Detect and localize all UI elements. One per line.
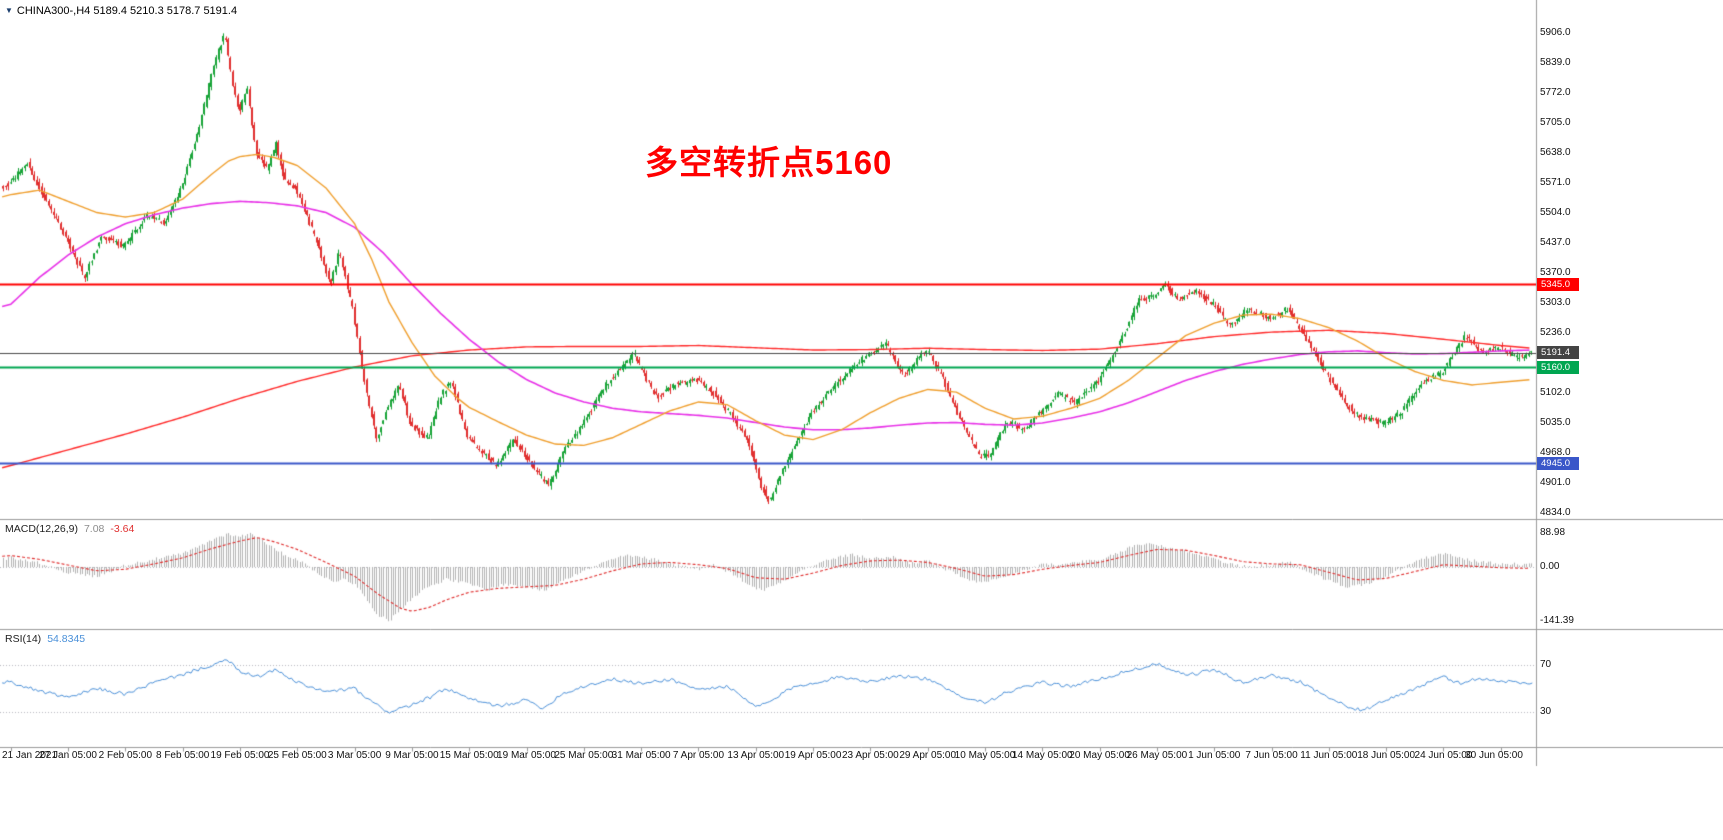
rsi-indicator-label: RSI(14) 54.8345 xyxy=(5,633,85,645)
macd-axis-label: 88.98 xyxy=(1540,527,1566,538)
time-axis-label: 18 Jun 05:00 xyxy=(1357,750,1416,761)
time-axis-label: 7 Jun 05:00 xyxy=(1245,750,1298,761)
price-axis-label: 5638.0 xyxy=(1540,147,1571,158)
macd-signal-value: -3.64 xyxy=(110,523,135,535)
macd-main-value: 7.08 xyxy=(83,523,105,535)
rsi-axis-label: 70 xyxy=(1540,659,1552,671)
hline-badge: 5345.0 xyxy=(1537,277,1579,291)
time-axis-label: 2 Feb 05:00 xyxy=(98,750,153,761)
time-axis-label: 26 May 05:00 xyxy=(1126,750,1188,761)
time-axis-label: 23 Apr 05:00 xyxy=(842,750,899,761)
rsi-name: RSI(14) xyxy=(5,633,42,645)
price-axis-label: 5906.0 xyxy=(1540,27,1571,38)
price-axis-label: 5370.0 xyxy=(1540,267,1571,278)
price-axis-label: 5705.0 xyxy=(1540,117,1571,128)
time-axis-label: 10 May 05:00 xyxy=(954,750,1016,761)
time-axis-label: 9 Mar 05:00 xyxy=(385,750,439,761)
price-axis-label: 5839.0 xyxy=(1540,57,1571,68)
time-axis-label: 11 Jun 05:00 xyxy=(1300,750,1358,761)
price-axis-label: 4834.0 xyxy=(1540,507,1571,518)
time-axis-label: 13 Apr 05:00 xyxy=(727,750,785,761)
rsi-axis-label: 30 xyxy=(1540,705,1552,717)
time-axis-label: 20 May 05:00 xyxy=(1069,750,1130,761)
price-axis-label: 5035.0 xyxy=(1540,417,1571,428)
time-axis-label: 29 Apr 05:00 xyxy=(899,750,957,761)
time-axis-label: 24 Jun 05:00 xyxy=(1414,750,1473,761)
annotation-text: 多空转折点5160 xyxy=(645,144,893,181)
time-axis-label: 31 Mar 05:00 xyxy=(611,750,671,761)
price-axis-label: 5504.0 xyxy=(1540,207,1571,218)
price-scale[interactable]: 5906.0 5839.0 5772.0 5705.0 5638.0 5571.0 5504… xyxy=(1537,0,1723,766)
price-axis-label: 5102.0 xyxy=(1540,387,1571,398)
symbol-marker-icon: ▼ xyxy=(5,6,13,15)
time-axis-label: 25 Mar 05:00 xyxy=(554,750,614,761)
price-axis-label: 5571.0 xyxy=(1540,177,1571,188)
macd-name: MACD(12,26,9) xyxy=(5,523,78,535)
macd-axis-label: 0.00 xyxy=(1540,560,1560,572)
price-axis-label: 5303.0 xyxy=(1540,297,1571,308)
time-axis-label: 19 Mar 05:00 xyxy=(497,750,556,761)
time-axis[interactable]: 21 Jan 2021 27 Jan 05:00 2 Feb 05:00 8 Feb … xyxy=(0,748,1536,764)
time-axis-label: 25 Feb 05:00 xyxy=(267,750,327,761)
time-axis-label: 30 Jun 05:00 xyxy=(1465,750,1523,761)
time-axis-label: 27 Jan 05:00 xyxy=(39,750,97,761)
price-axis-label: 5236.0 xyxy=(1540,327,1571,338)
time-axis-label: 19 Apr 05:00 xyxy=(784,750,842,761)
macd-axis-label: -141.39 xyxy=(1540,615,1574,626)
time-axis-label: 3 Mar 05:00 xyxy=(327,750,382,761)
time-axis-label: 8 Feb 05:00 xyxy=(155,750,210,761)
time-axis-label: 19 Feb 05:00 xyxy=(210,750,270,761)
time-axis-label: 7 Apr 05:00 xyxy=(672,750,725,761)
time-axis-label: 1 Jun 05:00 xyxy=(1188,750,1241,761)
time-axis-label: 15 Mar 05:00 xyxy=(439,750,499,761)
symbol-info: ▼ CHINA300-,H4 5189.4 5210.3 5178.7 5191… xyxy=(5,5,237,17)
macd-indicator-label: MACD(12,26,9) 7.08 -3.64 xyxy=(5,523,134,535)
time-axis-label: 21 Jan 2021 xyxy=(2,750,58,761)
price-axis-label: 4901.0 xyxy=(1540,477,1571,488)
hline-badge: 4945.0 xyxy=(1537,456,1579,470)
price-axis-label: 4968.0 xyxy=(1540,447,1571,458)
time-axis-label: 14 May 05:00 xyxy=(1011,750,1073,761)
rsi-value: 54.8345 xyxy=(47,633,86,645)
hline-badge: 5160.0 xyxy=(1537,360,1579,374)
current-price-badge: 5191.4 xyxy=(1537,346,1579,360)
price-axis-label: 5437.0 xyxy=(1540,237,1571,248)
price-axis-label: 5772.0 xyxy=(1540,87,1571,98)
symbol-ohlc-text: CHINA300-,H4 5189.4 5210.3 5178.7 5191.4 xyxy=(16,5,238,17)
